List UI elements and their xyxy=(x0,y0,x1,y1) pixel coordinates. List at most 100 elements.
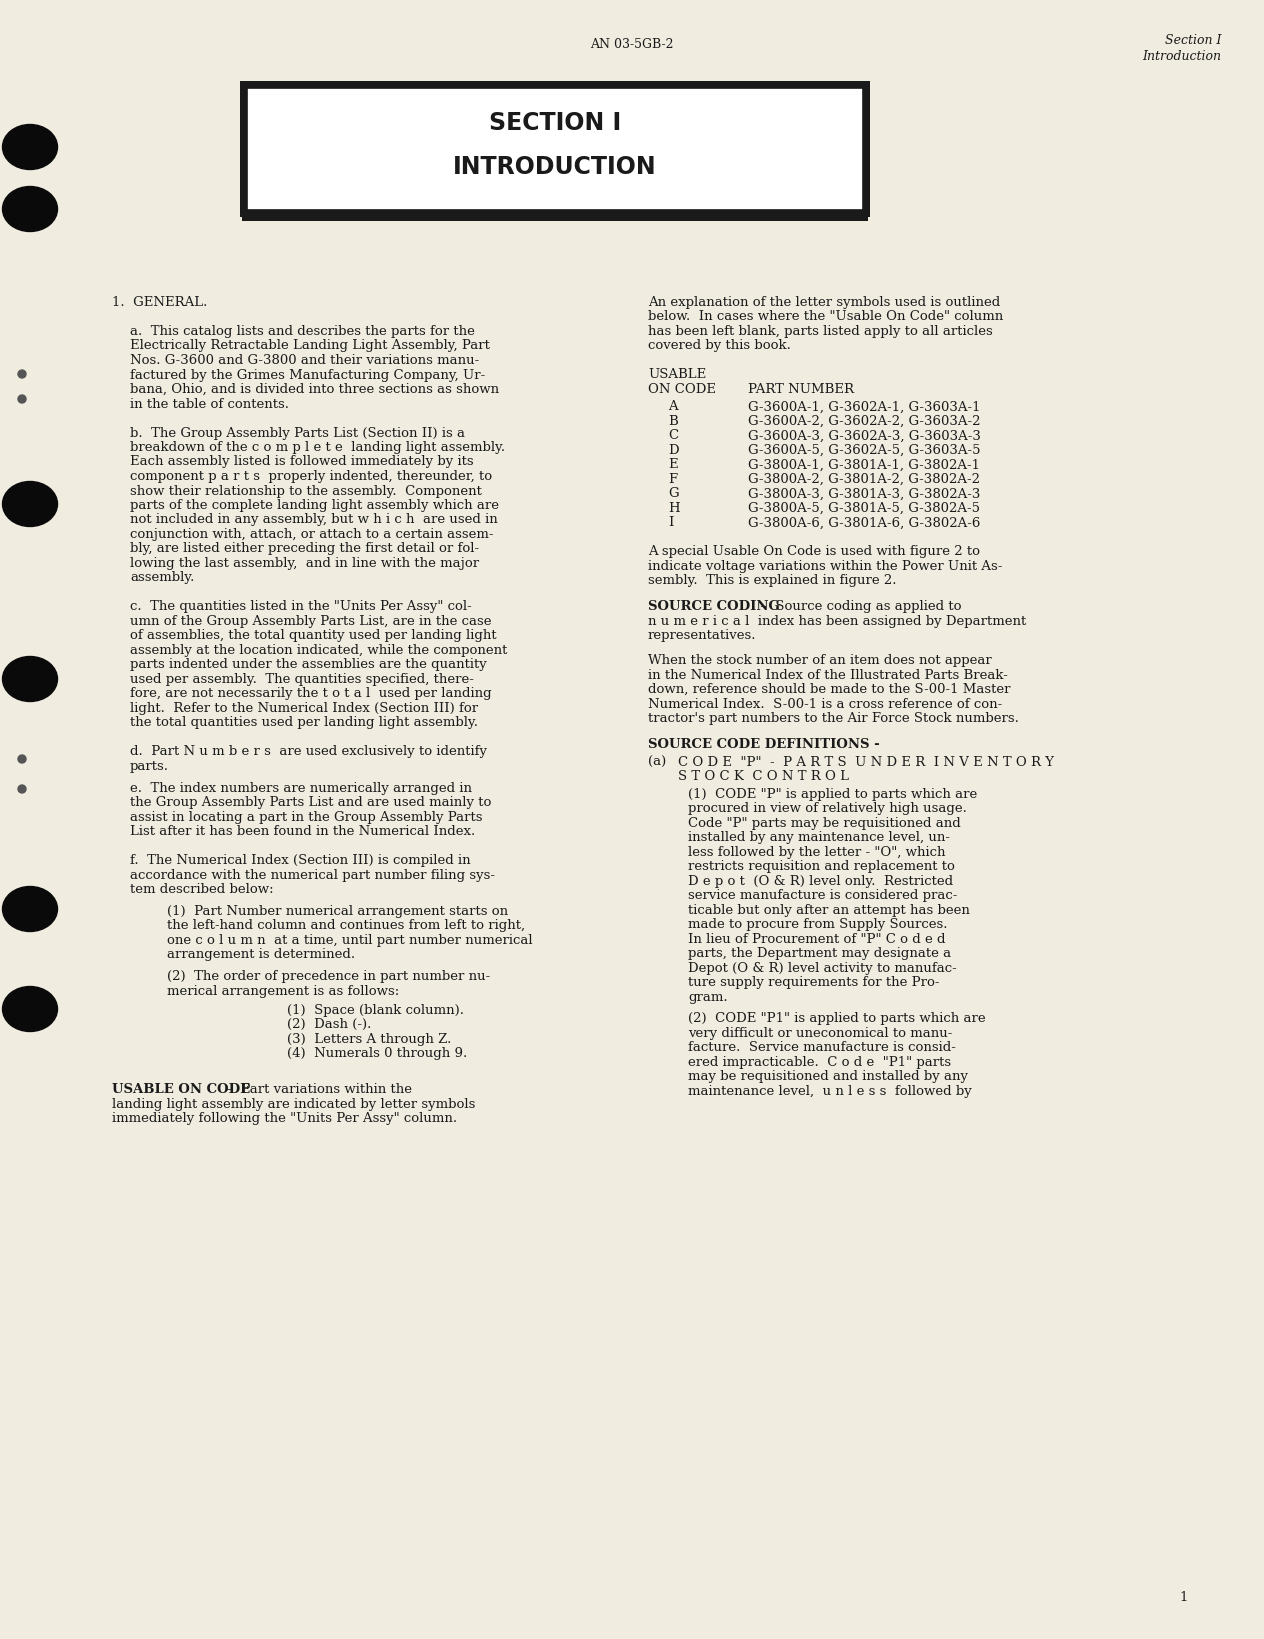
Text: down, reference should be made to the S-00-1 Master: down, reference should be made to the S-… xyxy=(648,683,1010,695)
Text: Code "P" parts may be requisitioned and: Code "P" parts may be requisitioned and xyxy=(688,816,961,829)
Text: representatives.: representatives. xyxy=(648,629,756,642)
Text: B: B xyxy=(667,415,678,428)
Text: (2)  CODE "P1" is applied to parts which are: (2) CODE "P1" is applied to parts which … xyxy=(688,1011,986,1024)
Text: the total quantities used per landing light assembly.: the total quantities used per landing li… xyxy=(130,716,478,729)
Text: procured in view of relatively high usage.: procured in view of relatively high usag… xyxy=(688,801,967,815)
Text: ture supply requirements for the Pro-: ture supply requirements for the Pro- xyxy=(688,975,939,988)
Text: SOURCE CODE DEFINITIONS -: SOURCE CODE DEFINITIONS - xyxy=(648,738,880,751)
Bar xyxy=(241,89,868,221)
Ellipse shape xyxy=(3,657,57,701)
Text: D e p o t  (O & R) level only.  Restricted: D e p o t (O & R) level only. Restricted xyxy=(688,874,953,887)
Text: made to procure from Supply Sources.: made to procure from Supply Sources. xyxy=(688,918,948,931)
Text: fore, are not necessarily the t o t a l  used per landing: fore, are not necessarily the t o t a l … xyxy=(130,687,492,700)
Ellipse shape xyxy=(18,756,27,764)
Text: service manufacture is considered prac-: service manufacture is considered prac- xyxy=(688,888,957,901)
Text: INTRODUCTION: INTRODUCTION xyxy=(454,156,657,179)
Text: f.  The Numerical Index (Section III) is compiled in: f. The Numerical Index (Section III) is … xyxy=(130,854,470,867)
Text: parts of the complete landing light assembly which are: parts of the complete landing light asse… xyxy=(130,498,499,511)
Text: umn of the Group Assembly Parts List, are in the case: umn of the Group Assembly Parts List, ar… xyxy=(130,615,492,628)
Text: in the Numerical Index of the Illustrated Parts Break-: in the Numerical Index of the Illustrate… xyxy=(648,669,1007,682)
Text: in the table of contents.: in the table of contents. xyxy=(130,397,289,410)
Text: When the stock number of an item does not appear: When the stock number of an item does no… xyxy=(648,654,992,667)
Text: PART NUMBER: PART NUMBER xyxy=(748,384,854,395)
Text: USABLE: USABLE xyxy=(648,369,707,382)
Text: (1)  CODE "P" is applied to parts which are: (1) CODE "P" is applied to parts which a… xyxy=(688,787,977,800)
Text: facture.  Service manufacture is consid-: facture. Service manufacture is consid- xyxy=(688,1041,956,1054)
Text: not included in any assembly, but w h i c h  are used in: not included in any assembly, but w h i … xyxy=(130,513,498,526)
Text: ered impracticable.  C o d e  "P1" parts: ered impracticable. C o d e "P1" parts xyxy=(688,1056,951,1069)
Text: C O D E  "P"  -  P A R T S  U N D E R  I N V E N T O R Y: C O D E "P" - P A R T S U N D E R I N V … xyxy=(678,756,1054,769)
Text: An explanation of the letter symbols used is outlined: An explanation of the letter symbols use… xyxy=(648,295,1000,308)
Text: C: C xyxy=(667,429,678,443)
Text: A: A xyxy=(667,400,678,413)
Text: Each assembly listed is followed immediately by its: Each assembly listed is followed immedia… xyxy=(130,456,474,469)
Text: may be requisitioned and installed by any: may be requisitioned and installed by an… xyxy=(688,1070,968,1083)
Text: Electrically Retractable Landing Light Assembly, Part: Electrically Retractable Landing Light A… xyxy=(130,339,490,352)
Text: a.  This catalog lists and describes the parts for the: a. This catalog lists and describes the … xyxy=(130,325,475,338)
Text: (3)  Letters A through Z.: (3) Letters A through Z. xyxy=(287,1033,451,1046)
Text: G-3800A-3, G-3801A-3, G-3802A-3: G-3800A-3, G-3801A-3, G-3802A-3 xyxy=(748,487,981,500)
Text: H: H xyxy=(667,502,680,515)
Text: used per assembly.  The quantities specified, there-: used per assembly. The quantities specif… xyxy=(130,672,474,685)
Text: lowing the last assembly,  and in line with the major: lowing the last assembly, and in line wi… xyxy=(130,557,479,570)
Text: 1: 1 xyxy=(1179,1590,1187,1603)
Bar xyxy=(240,82,870,218)
Text: SOURCE CODING: SOURCE CODING xyxy=(648,600,780,613)
Bar xyxy=(246,89,863,211)
Text: indicate voltage variations within the Power Unit As-: indicate voltage variations within the P… xyxy=(648,559,1002,572)
Ellipse shape xyxy=(3,987,57,1033)
Ellipse shape xyxy=(18,395,27,403)
Text: arrangement is determined.: arrangement is determined. xyxy=(167,947,355,960)
Text: accordance with the numerical part number filing sys-: accordance with the numerical part numbe… xyxy=(130,869,495,882)
Text: (2)  Dash (-).: (2) Dash (-). xyxy=(287,1018,372,1031)
Text: ticable but only after an attempt has been: ticable but only after an attempt has be… xyxy=(688,903,969,916)
Text: Introduction: Introduction xyxy=(1141,49,1221,62)
Ellipse shape xyxy=(3,187,57,233)
Ellipse shape xyxy=(18,370,27,379)
Text: AN 03-5GB-2: AN 03-5GB-2 xyxy=(590,38,674,51)
Text: D: D xyxy=(667,444,679,457)
Text: G-3800A-2, G-3801A-2, G-3802A-2: G-3800A-2, G-3801A-2, G-3802A-2 xyxy=(748,472,980,485)
Text: G-3600A-3, G-3602A-3, G-3603A-3: G-3600A-3, G-3602A-3, G-3603A-3 xyxy=(748,429,981,443)
Ellipse shape xyxy=(3,126,57,170)
Text: G-3800A-5, G-3801A-5, G-3802A-5: G-3800A-5, G-3801A-5, G-3802A-5 xyxy=(748,502,980,515)
Text: covered by this book.: covered by this book. xyxy=(648,339,791,352)
Text: factured by the Grimes Manufacturing Company, Ur-: factured by the Grimes Manufacturing Com… xyxy=(130,369,485,382)
Text: A special Usable On Code is used with figure 2 to: A special Usable On Code is used with fi… xyxy=(648,546,980,557)
Text: G-3800A-6, G-3801A-6, G-3802A-6: G-3800A-6, G-3801A-6, G-3802A-6 xyxy=(748,516,981,529)
Text: parts, the Department may designate a: parts, the Department may designate a xyxy=(688,946,951,959)
Text: breakdown of the c o m p l e t e  landing light assembly.: breakdown of the c o m p l e t e landing… xyxy=(130,441,506,454)
Text: tractor's part numbers to the Air Force Stock numbers.: tractor's part numbers to the Air Force … xyxy=(648,711,1019,724)
Text: (1)  Part Number numerical arrangement starts on: (1) Part Number numerical arrangement st… xyxy=(167,905,508,918)
Text: F: F xyxy=(667,472,678,485)
Text: conjunction with, attach, or attach to a certain assem-: conjunction with, attach, or attach to a… xyxy=(130,528,493,541)
Text: (4)  Numerals 0 through 9.: (4) Numerals 0 through 9. xyxy=(287,1046,468,1059)
Ellipse shape xyxy=(3,482,57,528)
Ellipse shape xyxy=(18,785,27,793)
Text: (2)  The order of precedence in part number nu-: (2) The order of precedence in part numb… xyxy=(167,970,490,983)
Text: Section I: Section I xyxy=(1164,33,1221,46)
Text: List after it has been found in the Numerical Index.: List after it has been found in the Nume… xyxy=(130,824,475,838)
Text: (a): (a) xyxy=(648,756,666,769)
Text: G-3800A-1, G-3801A-1, G-3802A-1: G-3800A-1, G-3801A-1, G-3802A-1 xyxy=(748,459,980,470)
Text: (1)  Space (blank column).: (1) Space (blank column). xyxy=(287,1003,464,1016)
Text: Nos. G-3600 and G-3800 and their variations manu-: Nos. G-3600 and G-3800 and their variati… xyxy=(130,354,479,367)
Text: one c o l u m n  at a time, until part number numerical: one c o l u m n at a time, until part nu… xyxy=(167,934,532,946)
Text: show their relationship to the assembly.  Component: show their relationship to the assembly.… xyxy=(130,484,482,497)
Text: gram.: gram. xyxy=(688,990,728,1003)
Text: light.  Refer to the Numerical Index (Section III) for: light. Refer to the Numerical Index (Sec… xyxy=(130,701,478,715)
Text: n u m e r i c a l  index has been assigned by Department: n u m e r i c a l index has been assigne… xyxy=(648,615,1026,628)
Text: Depot (O & R) level activity to manufac-: Depot (O & R) level activity to manufac- xyxy=(688,960,957,974)
Text: installed by any maintenance level, un-: installed by any maintenance level, un- xyxy=(688,831,951,844)
Text: –  Source coding as applied to: – Source coding as applied to xyxy=(756,600,962,613)
Text: e.  The index numbers are numerically arranged in: e. The index numbers are numerically arr… xyxy=(130,782,471,795)
Text: parts indented under the assemblies are the quantity: parts indented under the assemblies are … xyxy=(130,659,487,670)
Text: sembly.  This is explained in figure 2.: sembly. This is explained in figure 2. xyxy=(648,574,896,587)
Text: assembly.: assembly. xyxy=(130,570,195,583)
Text: of assemblies, the total quantity used per landing light: of assemblies, the total quantity used p… xyxy=(130,629,497,642)
Text: d.  Part N u m b e r s  are used exclusively to identify: d. Part N u m b e r s are used exclusive… xyxy=(130,746,487,757)
Text: bly, are listed either preceding the first detail or fol-: bly, are listed either preceding the fir… xyxy=(130,543,479,556)
Text: G-3600A-2, G-3602A-2, G-3603A-2: G-3600A-2, G-3602A-2, G-3603A-2 xyxy=(748,415,981,428)
Text: c.  The quantities listed in the "Units Per Assy" col-: c. The quantities listed in the "Units P… xyxy=(130,600,471,613)
Text: restricts requisition and replacement to: restricts requisition and replacement to xyxy=(688,859,954,872)
